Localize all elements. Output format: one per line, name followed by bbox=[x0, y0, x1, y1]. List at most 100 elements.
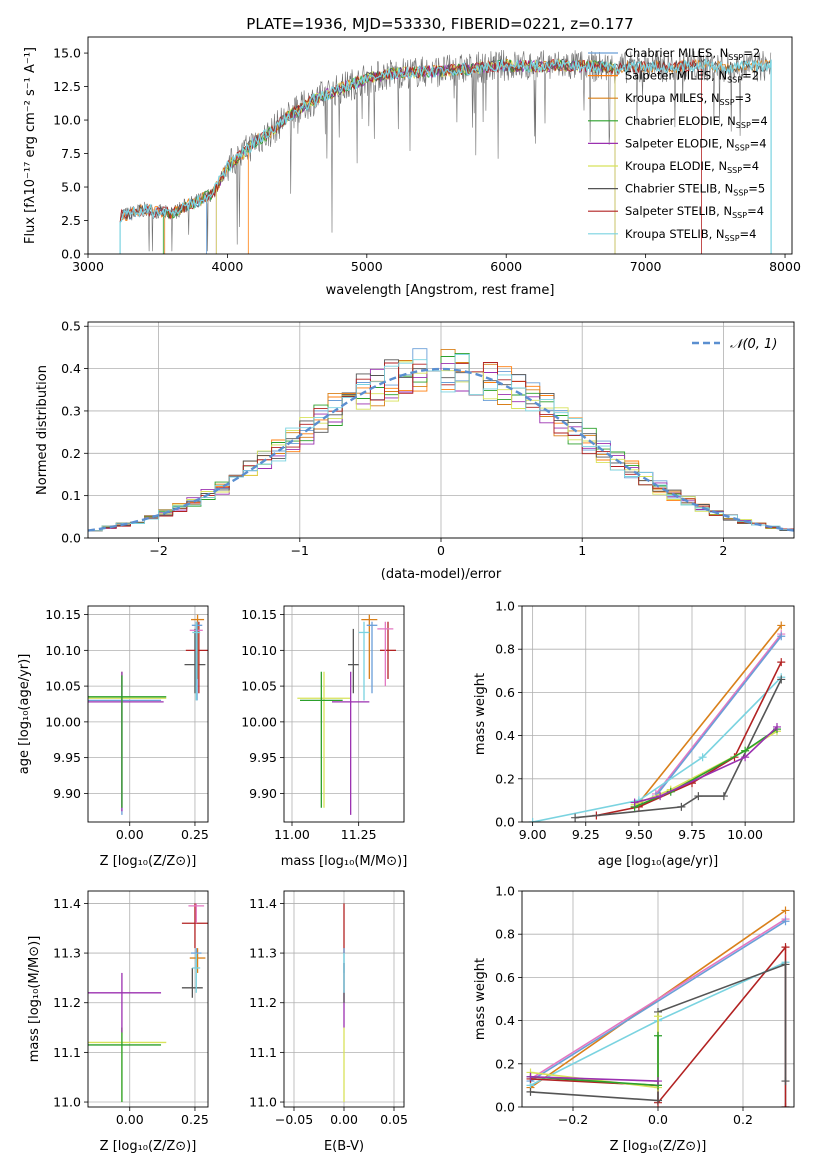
y-tick-label: 9.90 bbox=[249, 786, 277, 801]
legend-entry: Kroupa STELIB, NSSP=4 bbox=[625, 227, 756, 243]
data-point bbox=[777, 632, 786, 641]
series-chabrier_miles bbox=[655, 635, 782, 797]
x-axis-label: E(B-V) bbox=[324, 1139, 364, 1154]
y-tick-label: 5.0 bbox=[61, 180, 81, 195]
data-point bbox=[526, 1087, 535, 1096]
y-tick-label: 10.00 bbox=[241, 714, 277, 729]
y-tick-label: 11.3 bbox=[53, 946, 81, 961]
axes-frame bbox=[87, 605, 209, 823]
axes-frame bbox=[87, 36, 793, 255]
data-point bbox=[656, 792, 665, 801]
x-tick-label: 0.05 bbox=[380, 1112, 408, 1127]
legend-entry: Kroupa ELODIE, NSSP=4 bbox=[625, 159, 759, 175]
legend-entry: Salpeter STELIB, NSSP=4 bbox=[625, 204, 764, 220]
y-axis-label: age [log₁₀(age/yr)] bbox=[17, 654, 32, 775]
plot-area bbox=[297, 614, 396, 815]
y-tick-label: 0.4 bbox=[61, 361, 81, 376]
series-kroupa_stelib bbox=[119, 57, 772, 254]
series-kroupa_miles bbox=[638, 624, 782, 804]
data-point bbox=[526, 1072, 535, 1081]
series-chabrier_elodie bbox=[634, 728, 778, 808]
legend-entry: Salpeter ELODIE, NSSP=4 bbox=[625, 136, 767, 152]
legend-entry: Kroupa MILES, NSSP=3 bbox=[625, 91, 751, 107]
chart-weight_vs_age: 9.00 9.25 9.50 9.75 10.00 0.0 0.2 0.4 0.6 0.8 1.0 a… bbox=[473, 599, 795, 869]
y-tick-label: 11.0 bbox=[249, 1095, 277, 1110]
x-tick-label: 0.2 bbox=[733, 1112, 753, 1127]
data-point bbox=[781, 1077, 790, 1086]
y-tick-label: 10.15 bbox=[45, 607, 81, 622]
series-kroupa_stelib bbox=[532, 676, 782, 822]
x-tick-label: 8000 bbox=[769, 259, 801, 274]
series-chabrier_stelib bbox=[119, 58, 772, 254]
x-tick-label: 4000 bbox=[211, 259, 243, 274]
y-tick-label: 11.2 bbox=[53, 995, 81, 1010]
x-tick-label: 0.00 bbox=[116, 1112, 144, 1127]
y-tick-label: 10.10 bbox=[241, 643, 277, 658]
y-tick-label: 0.1 bbox=[61, 488, 81, 503]
x-axis-label: (data-model)/error bbox=[381, 567, 502, 582]
data-point bbox=[781, 943, 790, 952]
y-tick-label: 0.6 bbox=[495, 970, 515, 985]
y-tick-label: 10.0 bbox=[53, 113, 81, 128]
plot-area bbox=[88, 903, 208, 1103]
plot-area bbox=[88, 614, 208, 815]
series-chabrier_miles bbox=[530, 920, 786, 1082]
y-tick-label: 11.3 bbox=[249, 946, 277, 961]
x-axis-label: age [log₁₀(age/yr)] bbox=[598, 854, 719, 869]
y-tick-label: 11.4 bbox=[53, 896, 81, 911]
series-pink bbox=[530, 918, 786, 1080]
data-point bbox=[781, 917, 790, 926]
x-tick-label: 0.25 bbox=[181, 1112, 209, 1127]
y-tick-label: 0.5 bbox=[61, 319, 81, 334]
data-point bbox=[698, 753, 707, 762]
y-tick-label: 2.5 bbox=[61, 213, 81, 228]
chart-age_vs_mass: 11.00 11.25 9.90 9.95 10.00 10.05 10.10 10.15 ma… bbox=[241, 605, 407, 869]
data-point bbox=[741, 753, 750, 762]
series-salpeter_elodie bbox=[530, 1076, 659, 1082]
x-tick-label: 7000 bbox=[630, 259, 662, 274]
y-tick-label: 11.1 bbox=[53, 1045, 81, 1060]
series-gaussian bbox=[88, 367, 794, 532]
data-point bbox=[781, 1103, 790, 1107]
data-point bbox=[781, 906, 790, 915]
chart-mass_vs_ebv: −0.05 0.00 0.05 11.0 11.1 11.2 11.3 11.4 E(B-V) bbox=[249, 890, 408, 1154]
x-tick-label: 9.25 bbox=[572, 827, 600, 842]
axes-frame bbox=[283, 605, 405, 823]
data-point bbox=[777, 658, 786, 667]
y-tick-label: 12.5 bbox=[53, 79, 81, 94]
y-tick-label: 15.0 bbox=[53, 46, 81, 61]
y-tick-label: 0.3 bbox=[61, 403, 81, 418]
x-tick-label: 9.00 bbox=[519, 827, 547, 842]
x-tick-label: 10.00 bbox=[727, 827, 763, 842]
y-tick-label: 1.0 bbox=[495, 884, 515, 899]
legend-entry: Chabrier STELIB, NSSP=5 bbox=[625, 182, 765, 198]
x-tick-label: 0.00 bbox=[330, 1112, 358, 1127]
chart-residuals: −2 −1 0 1 2 0.0 0.1 0.2 0.3 0.4 0.5 (data-model)/er… bbox=[35, 319, 795, 582]
x-tick-label: 9.50 bbox=[625, 827, 653, 842]
x-tick-label: 3000 bbox=[72, 259, 104, 274]
data-point bbox=[719, 792, 728, 801]
legend-entry: Salpeter MILES, NSSP=2 bbox=[625, 69, 759, 85]
legend-entry: Chabrier ELODIE, NSSP=4 bbox=[625, 114, 768, 130]
x-axis-label: Z [log₁₀(Z/Z⊙)] bbox=[100, 1139, 197, 1154]
x-tick-label: −0.05 bbox=[275, 1112, 313, 1127]
series-chabrier_stelib bbox=[575, 679, 782, 819]
axes-frame bbox=[521, 605, 795, 823]
y-tick-label: 0.2 bbox=[61, 446, 81, 461]
data-point bbox=[571, 813, 580, 822]
x-tick-label: 1 bbox=[578, 543, 586, 558]
y-axis-label: Flux [fλ10⁻¹⁷ erg cm⁻² s⁻¹ A⁻¹] bbox=[23, 47, 38, 244]
data-point bbox=[654, 1077, 662, 1086]
data-point bbox=[777, 621, 786, 630]
x-tick-label: 11.25 bbox=[341, 827, 377, 842]
y-tick-label: 10.10 bbox=[45, 643, 81, 658]
y-tick-label: 9.95 bbox=[53, 750, 81, 765]
x-tick-label: 0 bbox=[437, 543, 445, 558]
y-tick-label: 10.05 bbox=[241, 679, 277, 694]
y-tick-label: 11.4 bbox=[249, 896, 277, 911]
y-tick-label: 0.2 bbox=[495, 1056, 515, 1071]
data-point bbox=[781, 960, 790, 969]
y-tick-label: 0.0 bbox=[61, 531, 81, 546]
data-point bbox=[654, 1012, 662, 1021]
